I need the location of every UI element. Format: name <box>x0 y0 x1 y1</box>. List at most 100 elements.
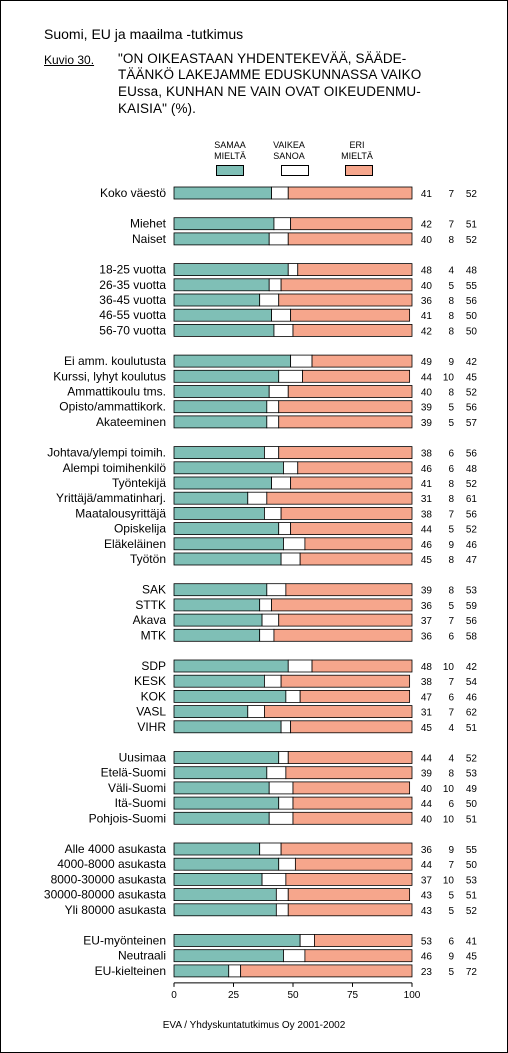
category-label: 46-55 vuotta <box>99 308 166 322</box>
data-label: 9 <box>448 357 454 368</box>
legend-swatch-disagree <box>345 165 373 176</box>
bar-segment-hard-to-say <box>247 491 268 505</box>
bar-segment-disagree <box>280 506 413 520</box>
data-label: 46 <box>421 464 433 475</box>
category-label: Väli-Suomi <box>108 781 166 795</box>
bar-segment-hard-to-say <box>268 781 294 795</box>
bar-segment-hard-to-say <box>228 964 242 978</box>
bar-segment-agree <box>173 720 282 734</box>
data-label: 8 <box>448 326 454 337</box>
data-label: 56 <box>466 509 478 520</box>
bar-segment-hard-to-say <box>268 232 289 246</box>
legend-label-hard-to-say: VAIKEA SANOA <box>273 140 305 161</box>
bar-segment-agree <box>173 873 263 886</box>
bar-segment-hard-to-say <box>283 949 306 963</box>
category-label: KOK <box>141 689 166 703</box>
data-label: 46 <box>421 540 433 551</box>
bar-segment-disagree <box>285 583 413 597</box>
data-label: 46 <box>466 692 478 703</box>
data-label: 46 <box>421 952 433 963</box>
bar-segment-agree <box>173 751 280 764</box>
data-label: 39 <box>421 586 433 597</box>
data-label: 37 <box>421 875 433 886</box>
bar-segment-disagree <box>292 781 411 795</box>
category-label: VIHR <box>137 720 166 734</box>
bar-segment-disagree <box>304 537 413 551</box>
data-label: 48 <box>421 266 433 277</box>
data-label: 54 <box>466 677 478 688</box>
data-label: 41 <box>421 479 433 490</box>
bar-segment-hard-to-say <box>259 842 282 856</box>
bar-segment-agree <box>173 888 277 901</box>
data-label: 45 <box>466 372 478 383</box>
legend-label-disagree: ERI MIELTÄ <box>341 140 373 161</box>
data-label: 55 <box>466 845 478 856</box>
bar-segment-agree <box>173 857 280 871</box>
category-label: EU-myönteinen <box>83 934 166 948</box>
bar-segment-hard-to-say <box>299 934 315 947</box>
bar-segment-disagree <box>264 705 413 718</box>
bar-segment-agree <box>173 446 265 460</box>
category-label: 36-45 vuotta <box>99 293 166 307</box>
bar-segment-disagree <box>287 903 413 917</box>
data-label: 8 <box>448 311 454 322</box>
data-label: 4 <box>448 754 454 765</box>
bar-segment-disagree <box>278 415 413 429</box>
bar-segment-agree <box>173 628 261 642</box>
data-label: 56 <box>466 296 478 307</box>
bar-segment-agree <box>173 613 263 627</box>
data-label: 6 <box>448 799 454 810</box>
bar-segment-agree <box>173 766 268 780</box>
category-label: Eläkeläinen <box>104 537 166 551</box>
data-label: 39 <box>421 418 433 429</box>
bar-segment-hard-to-say <box>268 385 289 398</box>
x-tick-label: 0 <box>171 990 177 1001</box>
data-label: 51 <box>466 891 478 902</box>
bar-segment-agree <box>173 232 270 246</box>
bar-segment-agree <box>173 796 280 810</box>
x-tick-label: 25 <box>228 990 240 1001</box>
data-label: 7 <box>448 189 454 200</box>
category-label: Uusimaa <box>119 751 167 765</box>
bar-segment-hard-to-say <box>278 369 303 383</box>
bar-segment-hard-to-say <box>268 278 282 292</box>
bar-segment-disagree <box>278 613 413 627</box>
data-label: 48 <box>421 662 433 673</box>
bar-segment-agree <box>173 400 268 414</box>
category-label: MTK <box>141 628 166 642</box>
data-label: 9 <box>448 540 454 551</box>
bar-segment-agree <box>173 598 261 612</box>
data-label: 31 <box>421 708 433 719</box>
chart-title-line-1: "ON OIKEASTAAN YHDENTEKEVÄÄ, SÄÄDE- <box>118 51 407 66</box>
bar-segment-disagree <box>280 842 413 856</box>
data-label: 42 <box>421 326 433 337</box>
bar-segment-hard-to-say <box>273 217 292 231</box>
data-label: 38 <box>421 509 433 520</box>
data-label: 45 <box>466 952 478 963</box>
data-label: 53 <box>421 937 433 948</box>
data-label: 50 <box>466 326 478 337</box>
data-label: 40 <box>421 388 433 399</box>
data-label: 50 <box>466 860 478 871</box>
data-label: 48 <box>466 266 478 277</box>
bar-segment-hard-to-say <box>266 400 280 414</box>
data-label: 51 <box>466 220 478 231</box>
data-label: 52 <box>466 525 478 536</box>
bar-segment-hard-to-say <box>266 415 280 429</box>
bar-segment-agree <box>173 659 289 673</box>
data-label: 50 <box>466 799 478 810</box>
data-label: 38 <box>421 449 433 460</box>
bar-segment-agree <box>173 583 268 597</box>
bar-segment-disagree <box>290 720 413 734</box>
data-label: 8 <box>448 235 454 246</box>
data-label: 44 <box>421 860 433 871</box>
data-label: 41 <box>421 311 433 322</box>
data-label: 44 <box>421 799 433 810</box>
bar-segment-agree <box>173 323 275 337</box>
category-label: STTK <box>135 598 166 612</box>
data-label: 49 <box>421 357 433 368</box>
bar-segment-hard-to-say <box>264 506 282 520</box>
bar-segment-agree <box>173 690 287 703</box>
bar-segment-hard-to-say <box>285 690 301 703</box>
data-label: 6 <box>448 631 454 642</box>
